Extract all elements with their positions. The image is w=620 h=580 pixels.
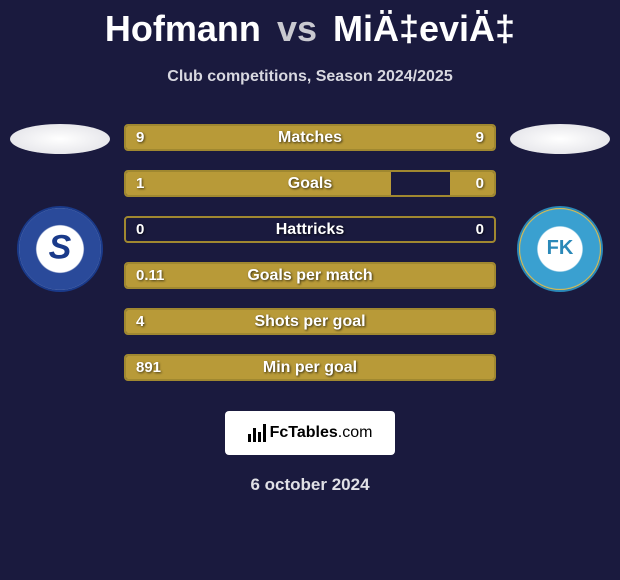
stat-bar: 00Hattricks xyxy=(124,216,496,243)
page-title: Hofmann vs MiÄ‡eviÄ‡ xyxy=(0,8,620,50)
stat-label: Hattricks xyxy=(126,221,494,239)
source-name: FcTables xyxy=(270,424,338,441)
stat-label: Min per goal xyxy=(126,359,494,377)
source-logo[interactable]: FcTables.com xyxy=(225,411,395,455)
source-domain: .com xyxy=(338,424,373,441)
stat-label: Goals per match xyxy=(126,267,494,285)
stat-bar: 0.11Goals per match xyxy=(124,262,496,289)
player2-photo-placeholder xyxy=(510,124,610,154)
player1-club-badge xyxy=(17,206,103,292)
subtitle: Club competitions, Season 2024/2025 xyxy=(0,68,620,86)
comparison-card: Hofmann vs MiÄ‡eviÄ‡ Club competitions, … xyxy=(0,0,620,495)
stat-label: Shots per goal xyxy=(126,313,494,331)
player1-photo-placeholder xyxy=(10,124,110,154)
left-side xyxy=(0,124,120,292)
stat-label: Goals xyxy=(126,175,494,193)
stat-bar: 10Goals xyxy=(124,170,496,197)
stat-bar: 4Shots per goal xyxy=(124,308,496,335)
stat-label: Matches xyxy=(126,129,494,147)
player2-club-badge xyxy=(517,206,603,292)
stat-bar: 891Min per goal xyxy=(124,354,496,381)
chart-icon xyxy=(248,424,266,442)
source-logo-text: FcTables.com xyxy=(270,424,373,442)
stat-bar: 99Matches xyxy=(124,124,496,151)
stat-bars: 99Matches 10Goals 00Hattricks 0.11Goals per… xyxy=(120,124,500,381)
player2-name: MiÄ‡eviÄ‡ xyxy=(333,8,515,50)
vs-text: vs xyxy=(277,8,317,50)
main-area: 99Matches 10Goals 00Hattricks 0.11Goals per… xyxy=(0,124,620,381)
date-text: 6 october 2024 xyxy=(0,475,620,495)
right-side xyxy=(500,124,620,292)
player1-name: Hofmann xyxy=(105,8,261,50)
